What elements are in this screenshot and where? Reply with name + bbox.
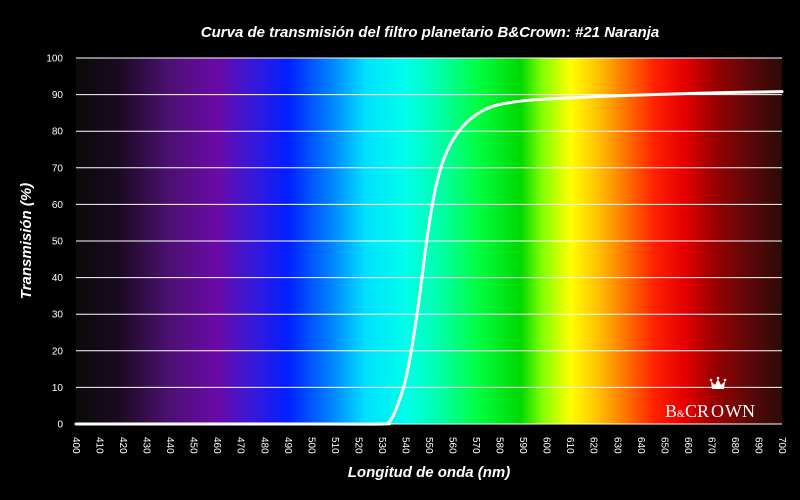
logo-crown: CR: [685, 401, 709, 421]
y-tick-label: 90: [52, 90, 64, 101]
logo-b: B: [665, 401, 677, 421]
logo-crown-o: O: [711, 401, 724, 421]
y-tick-label: 30: [52, 310, 64, 321]
x-tick-label: 430: [141, 437, 152, 454]
x-tick-label: 510: [329, 437, 340, 454]
x-tick-label: 480: [258, 437, 269, 454]
y-tick-labels: 0 10 20 30 40 50 60 70 80 90 100: [46, 54, 63, 431]
x-tick-label: 650: [658, 437, 669, 454]
gridlines: [76, 57, 782, 388]
x-tick-label: 460: [211, 437, 222, 454]
x-tick-label: 530: [376, 437, 387, 454]
x-tick-label: 450: [188, 437, 199, 454]
x-tick-label: 400: [70, 437, 81, 454]
x-tick-label: 670: [705, 437, 716, 454]
x-tick-label: 640: [635, 437, 646, 454]
x-tick-label: 520: [352, 437, 363, 454]
logo-crown-end: WN: [725, 401, 755, 421]
logo-ampersand: &: [677, 409, 685, 420]
y-tick-label: 50: [52, 237, 64, 248]
x-tick-label: 550: [423, 437, 434, 454]
y-tick-label: 60: [52, 200, 64, 211]
x-tick-label: 600: [541, 437, 552, 454]
x-tick-label: 700: [776, 437, 787, 454]
x-tick-label: 630: [611, 437, 622, 454]
y-tick-label: 40: [52, 273, 64, 284]
crown-icon: [709, 376, 727, 389]
y-tick-label: 100: [46, 54, 63, 65]
chart-title: Curva de transmisión del filtro planetar…: [201, 24, 659, 41]
x-tick-label: 490: [282, 437, 293, 454]
y-tick-label: 10: [52, 383, 64, 394]
y-tick-label: 80: [52, 127, 64, 138]
y-tick-label: 70: [52, 163, 64, 174]
x-tick-label: 620: [588, 437, 599, 454]
y-tick-label: 0: [57, 420, 63, 431]
y-axis-label: Transmisión (%): [18, 183, 35, 299]
x-tick-label: 680: [729, 437, 740, 454]
x-tick-label: 500: [305, 437, 316, 454]
x-tick-label: 410: [94, 437, 105, 454]
x-axis-label: Longitud de onda (nm): [348, 464, 510, 481]
x-tick-labels: 400 410 420 430 440 450 460 470 480 490 500 510 520 5…: [70, 437, 787, 454]
x-tick-label: 690: [752, 437, 763, 454]
x-tick-label: 570: [470, 437, 481, 454]
x-tick-label: 660: [682, 437, 693, 454]
x-tick-label: 420: [117, 437, 128, 454]
x-tick-label: 440: [164, 437, 175, 454]
x-tick-label: 580: [494, 437, 505, 454]
x-tick-label: 610: [564, 437, 575, 454]
x-tick-label: 560: [447, 437, 458, 454]
x-tick-label: 470: [235, 437, 246, 454]
x-tick-label: 540: [399, 437, 410, 454]
x-tick-label: 590: [517, 437, 528, 454]
y-tick-label: 20: [52, 346, 64, 357]
transmission-curve: [74, 90, 784, 426]
bcrown-logo: B & CR O WN: [665, 376, 755, 421]
